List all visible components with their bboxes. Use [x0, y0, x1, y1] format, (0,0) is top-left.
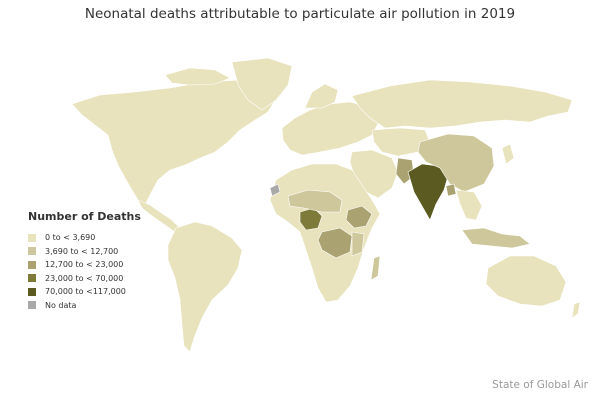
- region-indonesia[interactable]: [461, 227, 531, 249]
- map-title: Neonatal deaths attributable to particul…: [84, 6, 516, 22]
- region-south-america[interactable]: [167, 221, 243, 353]
- legend-label: 0 to < 3,690: [45, 233, 96, 243]
- legend-swatch: [28, 287, 36, 296]
- legend-swatch: [28, 247, 36, 256]
- region-china[interactable]: [417, 133, 495, 193]
- region-japan[interactable]: [501, 143, 515, 165]
- legend-item[interactable]: 3,690 to < 12,700: [28, 245, 141, 259]
- legend-item[interactable]: 70,000 to <117,000: [28, 285, 141, 299]
- region-bangladesh[interactable]: [445, 183, 457, 197]
- legend-swatch: [28, 301, 36, 310]
- legend-label: 12,700 to < 23,000: [45, 260, 124, 270]
- legend-item[interactable]: 23,000 to < 70,000: [28, 272, 141, 286]
- region-southeast-asia[interactable]: [455, 189, 483, 221]
- legend-label: 70,000 to <117,000: [45, 287, 126, 297]
- region-india[interactable]: [407, 163, 449, 221]
- region-sahel[interactable]: [287, 189, 343, 213]
- legend-title: Number of Deaths: [28, 210, 141, 223]
- region-dr-congo[interactable]: [317, 227, 353, 259]
- legend-label: 23,000 to < 70,000: [45, 273, 124, 283]
- legend: Number of Deaths 0 to < 3,690 3,690 to <…: [28, 210, 141, 312]
- region-canadian-islands[interactable]: [164, 67, 231, 86]
- region-russia[interactable]: [351, 79, 573, 129]
- region-scandinavia[interactable]: [304, 83, 339, 109]
- legend-item[interactable]: 0 to < 3,690: [28, 231, 141, 245]
- legend-swatch: [28, 274, 36, 283]
- legend-item[interactable]: 12,700 to < 23,000: [28, 258, 141, 272]
- region-western-sahara[interactable]: [269, 183, 281, 197]
- region-greenland[interactable]: [231, 57, 293, 111]
- legend-swatch: [28, 233, 36, 242]
- region-central-america[interactable]: [137, 199, 181, 233]
- source-credit[interactable]: State of Global Air: [492, 379, 588, 391]
- region-australia[interactable]: [485, 255, 567, 307]
- region-ethiopia[interactable]: [345, 205, 373, 229]
- legend-swatch: [28, 260, 36, 269]
- region-east-africa[interactable]: [351, 231, 365, 257]
- legend-label: No data: [45, 300, 77, 310]
- region-new-zealand[interactable]: [571, 301, 581, 319]
- legend-item[interactable]: No data: [28, 299, 141, 313]
- region-madagascar[interactable]: [370, 255, 381, 281]
- region-north-america[interactable]: [71, 79, 276, 206]
- legend-label: 3,690 to < 12,700: [45, 246, 119, 256]
